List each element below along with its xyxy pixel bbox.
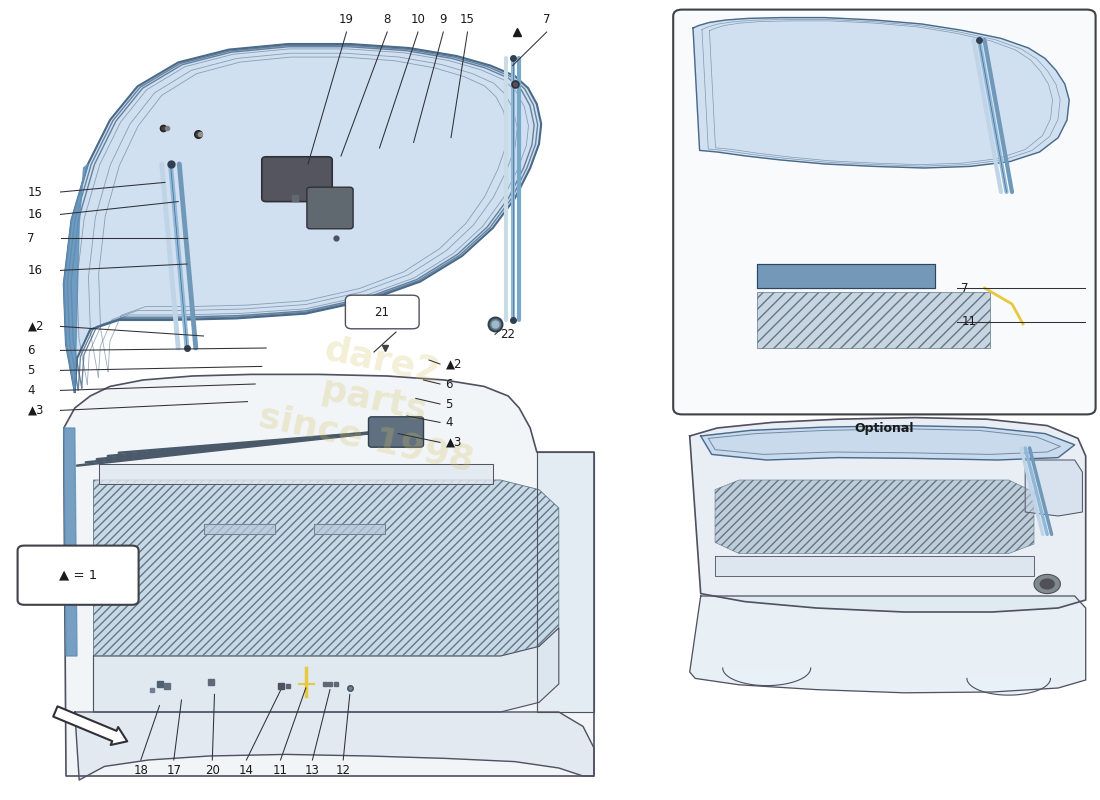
Polygon shape <box>690 596 1086 693</box>
Polygon shape <box>537 452 594 712</box>
Polygon shape <box>715 556 1034 576</box>
Text: 13: 13 <box>305 764 320 777</box>
Text: 8: 8 <box>384 13 390 26</box>
Text: Optional: Optional <box>855 422 914 435</box>
Text: 15: 15 <box>460 13 475 26</box>
Text: dare2
parts
since 1998: dare2 parts since 1998 <box>255 322 493 478</box>
Text: 12: 12 <box>336 764 351 777</box>
Polygon shape <box>94 480 559 656</box>
Polygon shape <box>757 264 935 288</box>
Text: 11: 11 <box>961 315 977 328</box>
Text: 4: 4 <box>28 384 35 397</box>
Polygon shape <box>715 480 1034 554</box>
Circle shape <box>1034 574 1060 594</box>
FancyBboxPatch shape <box>368 417 424 447</box>
Text: 14: 14 <box>239 764 254 777</box>
Polygon shape <box>75 712 594 780</box>
Polygon shape <box>693 18 1069 168</box>
FancyBboxPatch shape <box>307 187 353 229</box>
Polygon shape <box>64 428 77 656</box>
FancyBboxPatch shape <box>262 157 332 202</box>
Text: 22: 22 <box>500 328 516 341</box>
Text: 4: 4 <box>446 416 453 429</box>
Text: 6: 6 <box>28 344 35 357</box>
Polygon shape <box>64 44 541 392</box>
Text: 9: 9 <box>440 13 447 26</box>
Polygon shape <box>701 426 1075 460</box>
Polygon shape <box>99 464 493 484</box>
Polygon shape <box>314 524 385 534</box>
Text: 20: 20 <box>205 764 220 777</box>
Text: 19: 19 <box>339 13 354 26</box>
Text: 17: 17 <box>166 764 182 777</box>
Polygon shape <box>723 668 811 686</box>
Text: ▲3: ▲3 <box>446 436 462 449</box>
Polygon shape <box>1025 460 1082 516</box>
Polygon shape <box>204 524 275 534</box>
Text: 18: 18 <box>133 764 148 777</box>
Text: 21: 21 <box>374 306 389 318</box>
Text: 16: 16 <box>28 264 43 277</box>
Text: ▲2: ▲2 <box>446 358 462 370</box>
Polygon shape <box>757 292 990 348</box>
Polygon shape <box>64 164 88 392</box>
Text: ▲3: ▲3 <box>28 404 44 417</box>
Text: 6: 6 <box>446 378 453 390</box>
FancyBboxPatch shape <box>345 295 419 329</box>
Text: 15: 15 <box>28 186 43 198</box>
Polygon shape <box>967 678 1050 695</box>
Text: 7: 7 <box>543 13 550 26</box>
Text: ▲2: ▲2 <box>28 320 44 333</box>
Polygon shape <box>64 374 594 776</box>
Circle shape <box>1040 578 1055 590</box>
Text: 5: 5 <box>28 364 35 377</box>
Text: 5: 5 <box>446 398 453 410</box>
Polygon shape <box>94 628 559 712</box>
Polygon shape <box>690 418 1086 612</box>
Text: ▲ = 1: ▲ = 1 <box>59 569 97 582</box>
FancyBboxPatch shape <box>18 546 139 605</box>
Text: 7: 7 <box>28 232 35 245</box>
Text: 10: 10 <box>410 13 426 26</box>
Text: 11: 11 <box>273 764 288 777</box>
Text: 7: 7 <box>961 282 969 294</box>
FancyArrowPatch shape <box>53 706 128 745</box>
FancyBboxPatch shape <box>673 10 1096 414</box>
Text: 16: 16 <box>28 208 43 221</box>
